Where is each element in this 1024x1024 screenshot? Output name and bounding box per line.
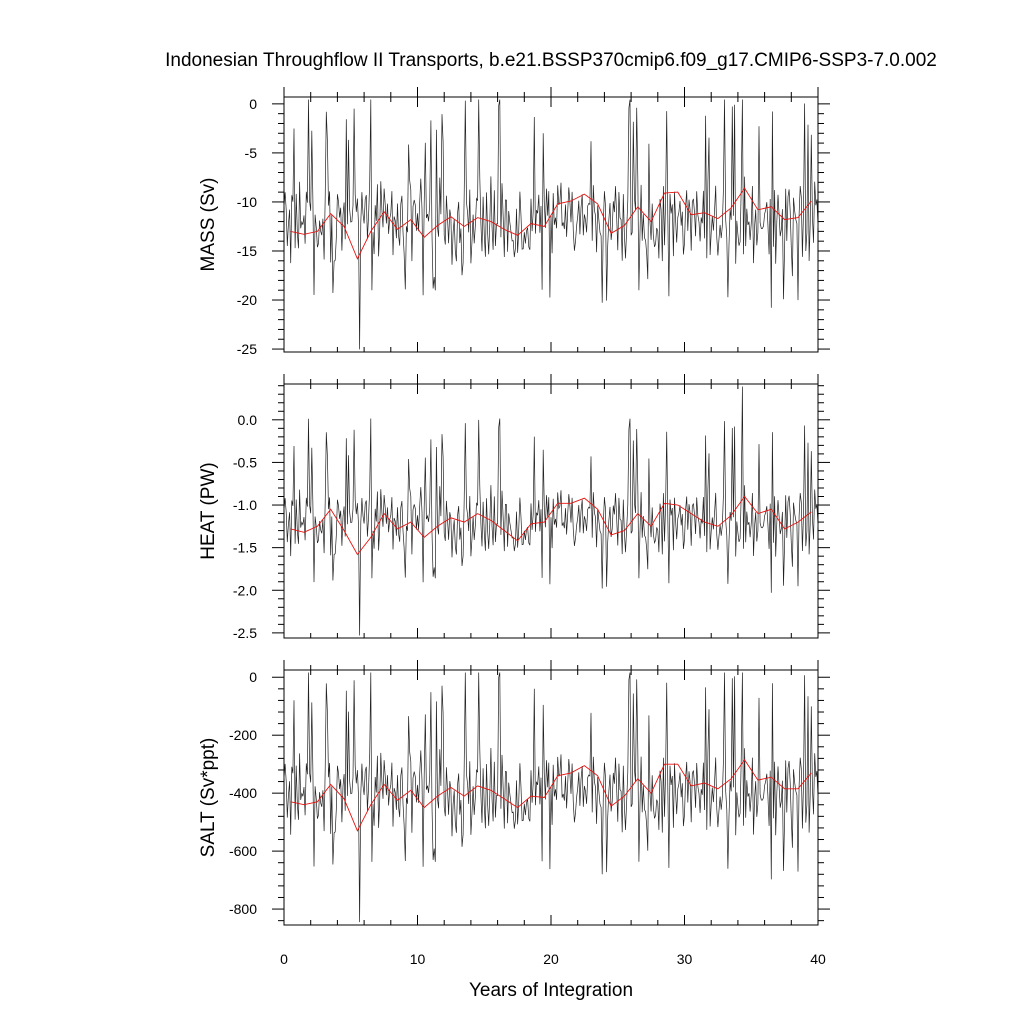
x-axis-label: Years of Integration <box>469 980 633 1001</box>
y-tick-label: 0.0 <box>238 412 258 428</box>
panel-heat: 0.0 -0.5 -1.0 -1.5 -2.0 -2.5 HEAT (PW) <box>198 374 830 641</box>
y-tick-label: -600 <box>229 843 257 859</box>
panel-salt: 0 -200 -400 -600 -800 SALT (Sv*ppt) <box>198 660 830 926</box>
plot-frame <box>283 383 819 639</box>
monthly-series-line <box>283 99 819 350</box>
y-tick-label: -2.0 <box>233 582 257 598</box>
y-tick-label: -1.0 <box>233 497 257 513</box>
x-tick-label: 0 <box>280 951 288 967</box>
y-tick-label: 0 <box>249 669 257 685</box>
chart-title: Indonesian Throughflow II Transports, b.… <box>165 50 937 71</box>
y-axis-label: SALT (Sv*ppt) <box>198 738 219 858</box>
x-tick-labels: 0 10 20 30 40 <box>280 951 826 967</box>
annual-mean-line <box>290 495 812 556</box>
y-tick-label: 0 <box>249 96 257 112</box>
x-tick-label: 20 <box>543 951 559 967</box>
y-tick-label: -2.5 <box>233 625 257 641</box>
monthly-series-line <box>283 672 819 923</box>
y-tick-label: -400 <box>229 785 257 801</box>
y-axis-label: MASS (Sv) <box>198 178 219 272</box>
y-tick-label: -15 <box>237 243 257 259</box>
y-tick-label: -25 <box>237 341 257 357</box>
y-tick-label: -5 <box>245 145 258 161</box>
annual-mean-line <box>290 759 812 832</box>
y-tick-label: -800 <box>229 901 257 917</box>
annual-mean-line <box>290 187 812 260</box>
y-tick-label: -20 <box>237 292 257 308</box>
x-tick-label: 40 <box>810 951 826 967</box>
y-tick-label: -0.5 <box>233 454 257 470</box>
y-tick-label: -1.5 <box>233 540 257 556</box>
x-tick-label: 10 <box>410 951 426 967</box>
y-tick-label: -200 <box>229 727 257 743</box>
panel-mass: 0 -5 -10 -15 -20 -25 MASS (Sv) <box>198 87 830 357</box>
y-axis-label: HEAT (PW) <box>198 462 219 559</box>
monthly-series-line <box>283 386 819 636</box>
chart-panels: 0 -5 -10 -15 -20 -25 MASS (Sv) 0.0 -0.5 -1.0 -1.5 -… <box>198 87 830 967</box>
x-tick-label: 30 <box>677 951 693 967</box>
y-tick-label: -10 <box>237 194 257 210</box>
